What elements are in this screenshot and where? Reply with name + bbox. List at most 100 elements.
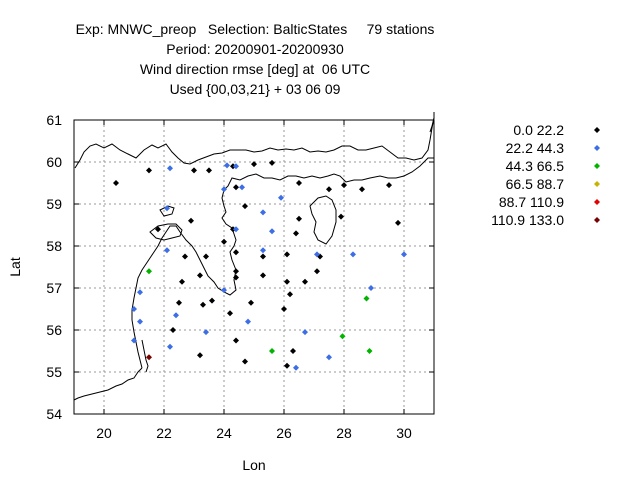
station-point	[164, 205, 170, 212]
station-point	[242, 203, 248, 210]
chart-title-line-1: Exp: MNWC_preop Selection: BalticStates …	[75, 21, 435, 37]
legend-label: 0.0 22.2	[513, 122, 564, 138]
station-point	[302, 329, 308, 336]
y-tick-label: 56	[46, 322, 62, 338]
coastline-estonia-latvia-lithuania	[131, 157, 434, 369]
lake-peipus	[309, 195, 337, 245]
chart-title-line-4: Used {00,03,21} + 03 06 09	[169, 81, 341, 97]
x-tick-label: 28	[336, 425, 352, 441]
station-point	[173, 312, 179, 319]
station-point	[284, 362, 290, 369]
station-point	[296, 215, 302, 222]
station-point	[203, 253, 209, 260]
station-point	[269, 228, 275, 235]
legend-marker	[594, 217, 600, 223]
station-point	[224, 162, 230, 169]
station-point	[314, 251, 320, 258]
x-tick-label: 30	[396, 425, 412, 441]
station-point	[368, 285, 374, 291]
station-point	[131, 337, 137, 344]
station-point	[191, 167, 197, 174]
station-point	[339, 333, 346, 340]
station-point	[137, 289, 143, 296]
station-point	[164, 247, 170, 254]
y-tick-label: 60	[46, 154, 62, 170]
chart-title-line-2: Period: 20200901-20200930	[166, 41, 344, 57]
station-point	[167, 343, 173, 350]
station-point	[278, 194, 284, 201]
station-point	[350, 251, 356, 258]
legend-marker	[594, 163, 600, 169]
y-tick-label: 58	[46, 238, 62, 254]
station-point	[260, 247, 266, 254]
x-tick-label: 24	[216, 425, 232, 441]
station-point	[260, 272, 266, 279]
station-point	[338, 213, 344, 220]
station-point	[179, 278, 185, 285]
station-point	[386, 182, 392, 189]
station-point	[293, 230, 299, 237]
station-point	[155, 226, 161, 233]
station-point	[314, 268, 320, 275]
coastline-east	[429, 117, 435, 133]
station-point	[302, 278, 308, 285]
station-point	[281, 306, 287, 312]
island-saaremaa	[149, 223, 183, 241]
station-point	[233, 249, 239, 256]
data-points	[113, 159, 407, 371]
legend-label: 66.5 88.7	[506, 176, 565, 192]
x-tick-label: 26	[276, 425, 292, 441]
station-point	[227, 310, 233, 317]
station-point	[401, 251, 407, 258]
station-point	[137, 318, 143, 325]
station-point	[188, 217, 194, 224]
station-point	[269, 348, 275, 354]
station-point	[293, 364, 299, 371]
station-point	[287, 291, 293, 298]
x-axis-ticks: 20 22 24 26 28 30	[96, 120, 412, 441]
station-point	[245, 318, 251, 325]
coastline	[73, 112, 435, 401]
legend-label: 44.3 66.5	[506, 158, 565, 174]
station-point	[326, 186, 332, 193]
station-point	[233, 163, 239, 170]
x-axis-label: Lon	[242, 457, 265, 473]
station-point	[359, 186, 365, 193]
station-point	[248, 299, 254, 306]
station-point	[221, 238, 227, 245]
station-point	[206, 167, 212, 174]
legend-marker	[594, 145, 600, 151]
station-point	[395, 219, 401, 226]
station-point	[233, 184, 239, 191]
station-point	[209, 297, 215, 304]
station-point	[197, 352, 203, 359]
y-tick-label: 61	[46, 112, 62, 128]
station-point	[233, 226, 239, 233]
station-point	[131, 306, 137, 312]
station-point	[290, 348, 296, 354]
x-tick-label: 22	[156, 425, 172, 441]
station-point	[341, 182, 347, 189]
station-point	[113, 180, 119, 186]
station-point	[260, 209, 266, 216]
station-point	[269, 159, 275, 166]
station-point	[239, 184, 245, 191]
legend-label: 110.9 133.0	[491, 212, 564, 228]
station-point	[170, 327, 176, 333]
coastline-kaliningrad	[73, 367, 143, 401]
legend-label: 22.2 44.3	[506, 140, 565, 156]
station-point	[366, 348, 373, 354]
station-point	[233, 337, 239, 344]
plot-area-frame	[73, 119, 435, 415]
station-point	[221, 186, 227, 193]
station-point	[284, 251, 290, 258]
station-point	[176, 299, 182, 306]
y-tick-label: 59	[46, 196, 62, 212]
station-point	[203, 329, 209, 336]
coastline-finland	[74, 112, 435, 169]
station-point	[221, 287, 227, 294]
coastline-curonian-lagoon	[141, 339, 149, 373]
y-tick-label: 54	[46, 406, 62, 422]
station-point	[146, 167, 152, 174]
